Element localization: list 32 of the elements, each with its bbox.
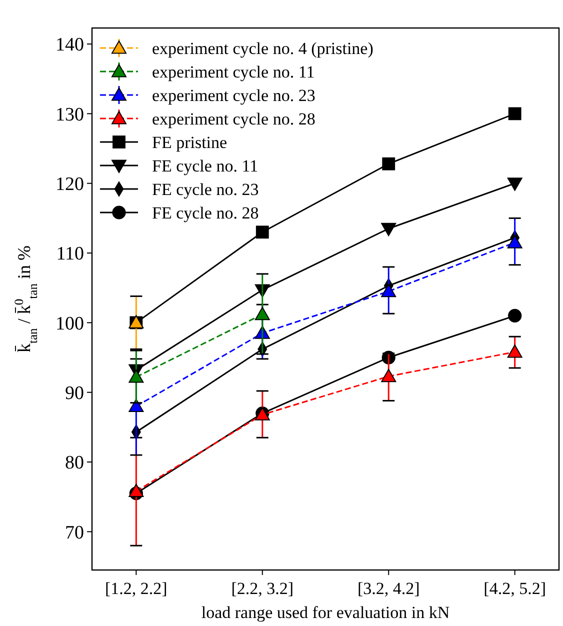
point bbox=[128, 484, 144, 498]
legend-label: FE cycle no. 28 bbox=[152, 203, 259, 222]
y-tick-label: 80 bbox=[65, 452, 84, 474]
y-tick-label: 140 bbox=[56, 34, 84, 56]
y-tick-label: 70 bbox=[65, 522, 84, 544]
point bbox=[508, 308, 522, 323]
y-tick-label: 90 bbox=[65, 383, 84, 404]
point bbox=[256, 226, 269, 239]
point bbox=[381, 284, 396, 298]
point bbox=[381, 368, 396, 382]
x-axis-title: load range used for evaluation in kN bbox=[201, 603, 450, 622]
point bbox=[382, 157, 396, 170]
y-tick-label: 130 bbox=[56, 104, 84, 126]
legend-label: experiment cycle no. 11 bbox=[152, 62, 315, 82]
point bbox=[507, 178, 522, 191]
y-tick-label: 120 bbox=[56, 174, 84, 196]
legend-label: experiment cycle no. 4 (pristine) bbox=[152, 38, 374, 58]
x-tick-label: [4.2, 5.2] bbox=[484, 579, 546, 598]
x-tick-label: [2.2, 3.2] bbox=[231, 579, 294, 598]
point bbox=[508, 107, 522, 120]
y-tick-label: 100 bbox=[56, 313, 84, 334]
point bbox=[507, 235, 522, 248]
legend-label: FE cycle no. 23 bbox=[152, 180, 259, 199]
legend-label: experiment cycle no. 23 bbox=[152, 86, 316, 105]
point bbox=[381, 222, 396, 236]
y-tick-label: 110 bbox=[56, 244, 84, 265]
legend-label: experiment cycle no. 28 bbox=[152, 109, 316, 128]
legend-label: FE pristine bbox=[152, 132, 228, 152]
point bbox=[507, 344, 522, 358]
legend-label: FE cycle no. 11 bbox=[152, 156, 258, 176]
x-tick-label: [3.2, 4.2] bbox=[357, 579, 420, 598]
x-tick-label: [1.2, 2.2] bbox=[105, 579, 168, 598]
